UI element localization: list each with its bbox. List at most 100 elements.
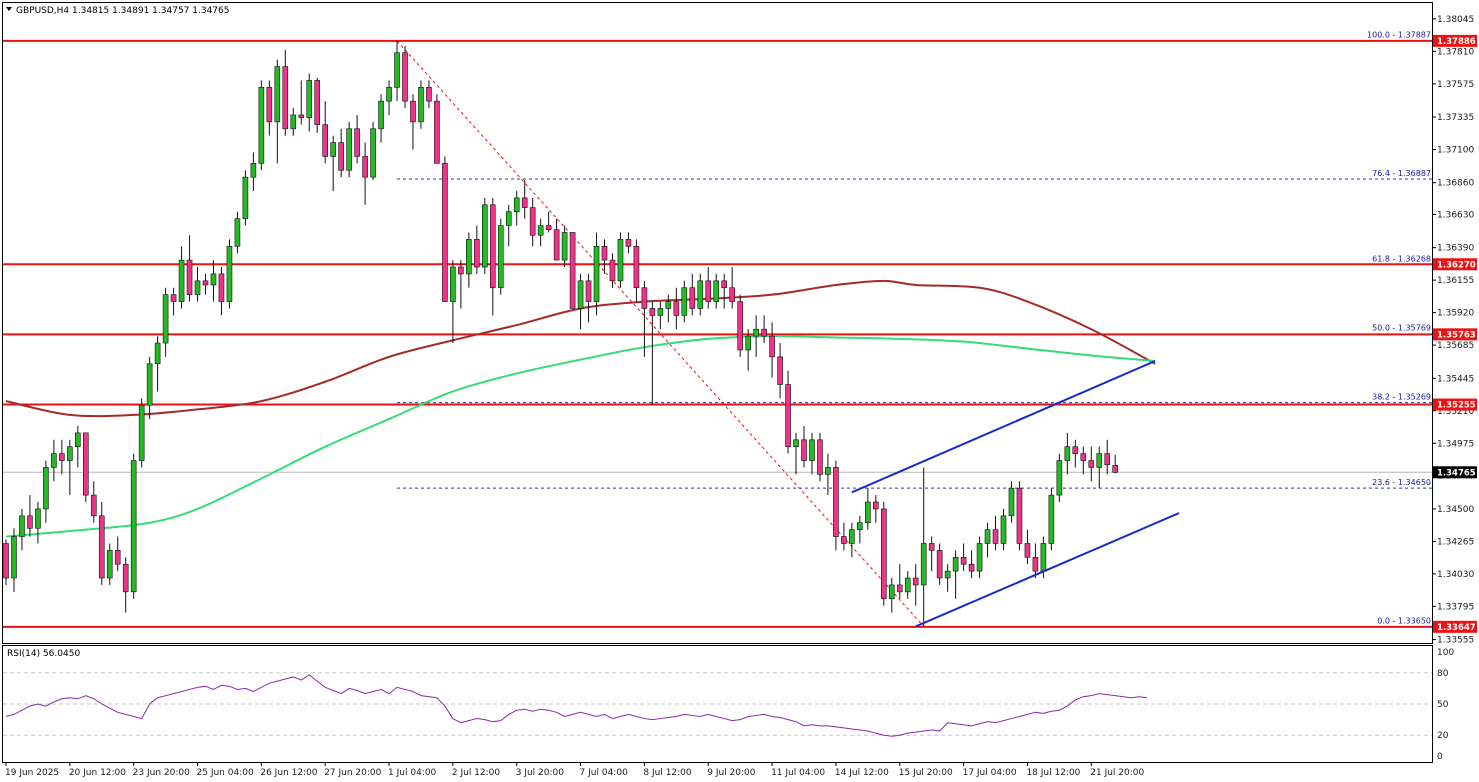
fib-level-label: 0.0 - 1.33650 bbox=[1377, 616, 1431, 625]
candle-body bbox=[426, 87, 432, 102]
candle bbox=[83, 432, 89, 503]
candle-body bbox=[170, 294, 177, 302]
candle-body bbox=[282, 66, 289, 130]
rsi-layer: 100 80 50 20 0 bbox=[3, 648, 1454, 762]
candle-body bbox=[410, 100, 416, 123]
candle-body bbox=[625, 239, 632, 247]
candle bbox=[992, 515, 999, 551]
channel-lines-layer bbox=[851, 360, 1180, 628]
candle bbox=[601, 239, 608, 274]
candle-body bbox=[354, 128, 360, 157]
candle bbox=[793, 432, 799, 475]
rsi-tick-label: 0 bbox=[1437, 752, 1443, 762]
candle bbox=[1000, 508, 1007, 551]
candle-body bbox=[841, 536, 847, 544]
chevron-down-icon[interactable] bbox=[6, 7, 12, 11]
candle-body bbox=[817, 439, 823, 475]
candle-body bbox=[896, 584, 903, 593]
price-tick-label: 1.36390 bbox=[1437, 244, 1474, 254]
candle bbox=[649, 301, 656, 406]
candle-body bbox=[1104, 453, 1111, 465]
candle-body bbox=[777, 356, 783, 385]
candle bbox=[122, 557, 129, 613]
time-tick-label: 7 Jul 04:00 bbox=[580, 768, 629, 778]
candle bbox=[529, 197, 536, 247]
candle bbox=[458, 260, 464, 309]
candle-body bbox=[992, 529, 999, 544]
candle bbox=[689, 273, 696, 316]
moving-averages-layer bbox=[5, 279, 1156, 538]
level-price-label: 1.35763 bbox=[1437, 330, 1476, 340]
rsi-tick-label: 50 bbox=[1437, 700, 1449, 710]
candle-body bbox=[737, 301, 743, 351]
price-tick-label: 1.36630 bbox=[1437, 210, 1474, 220]
candle-body bbox=[577, 280, 584, 309]
candle-body bbox=[729, 287, 735, 302]
candle bbox=[657, 301, 664, 330]
time-tick-label: 15 Jul 20:00 bbox=[899, 768, 953, 778]
candle-body bbox=[617, 239, 624, 282]
time-tick-label: 21 Jul 20:00 bbox=[1090, 768, 1144, 778]
candle-body bbox=[1040, 543, 1047, 572]
candle bbox=[35, 502, 41, 544]
level-price-box bbox=[1433, 328, 1477, 341]
price-tick-label: 1.38045 bbox=[1437, 15, 1474, 25]
candle-body bbox=[601, 245, 608, 261]
candle bbox=[258, 80, 265, 171]
candle-body bbox=[481, 204, 488, 268]
time-axis: 19 Jun 2025 20 Jun 12:00 23 Jun 20:00 25 Ju… bbox=[5, 762, 1145, 778]
time-tick-label: 17 Jul 04:00 bbox=[963, 768, 1017, 778]
candle-body bbox=[226, 245, 233, 302]
candle-body bbox=[537, 225, 544, 236]
candle bbox=[873, 495, 879, 523]
candle bbox=[777, 343, 783, 399]
candle bbox=[274, 59, 281, 164]
candle-body bbox=[1096, 453, 1103, 468]
candle-body bbox=[194, 280, 201, 295]
candle bbox=[1064, 432, 1071, 475]
candle-body bbox=[1008, 487, 1015, 517]
time-tick-label: 8 Jul 12:00 bbox=[643, 768, 692, 778]
candle-body bbox=[162, 294, 169, 344]
candle bbox=[841, 522, 847, 551]
time-tick-label: 2 Jul 12:00 bbox=[452, 768, 501, 778]
candle bbox=[1016, 481, 1023, 551]
level-price-box bbox=[1433, 258, 1477, 271]
candle bbox=[1104, 439, 1111, 475]
candle-body bbox=[801, 439, 807, 461]
candle bbox=[984, 522, 991, 558]
candle bbox=[43, 460, 49, 523]
candle-body bbox=[721, 280, 728, 289]
candle bbox=[378, 94, 384, 143]
candle bbox=[497, 218, 504, 295]
candle bbox=[434, 94, 440, 164]
candle bbox=[130, 453, 137, 599]
price-tick-label: 1.33795 bbox=[1437, 602, 1474, 612]
fib-level-label: 23.6 - 1.34650 bbox=[1372, 478, 1431, 487]
candle bbox=[880, 502, 887, 606]
price-tick-label: 1.37575 bbox=[1437, 80, 1474, 90]
candle bbox=[697, 273, 704, 316]
candle bbox=[1072, 439, 1079, 468]
candle-body bbox=[968, 563, 975, 572]
candle-body bbox=[833, 467, 839, 537]
candle bbox=[3, 539, 9, 585]
candle bbox=[705, 267, 712, 309]
candle-body bbox=[745, 335, 751, 351]
candle bbox=[673, 287, 680, 330]
candle bbox=[170, 287, 177, 316]
candle-body bbox=[75, 432, 81, 448]
time-tick-label: 27 Jun 20:00 bbox=[324, 768, 381, 778]
candle bbox=[553, 218, 560, 261]
price-tick-label: 1.35210 bbox=[1437, 407, 1474, 417]
time-tick-label: 20 Jun 12:00 bbox=[69, 768, 126, 778]
candle bbox=[426, 80, 432, 109]
candle bbox=[833, 460, 839, 551]
candle bbox=[633, 239, 640, 302]
candles-layer[interactable] bbox=[3, 40, 1119, 627]
candle-body bbox=[83, 432, 89, 496]
candle bbox=[202, 273, 209, 295]
candle-body bbox=[633, 245, 640, 289]
price-tick-label: 1.34500 bbox=[1437, 505, 1474, 515]
candle-body bbox=[761, 328, 767, 337]
